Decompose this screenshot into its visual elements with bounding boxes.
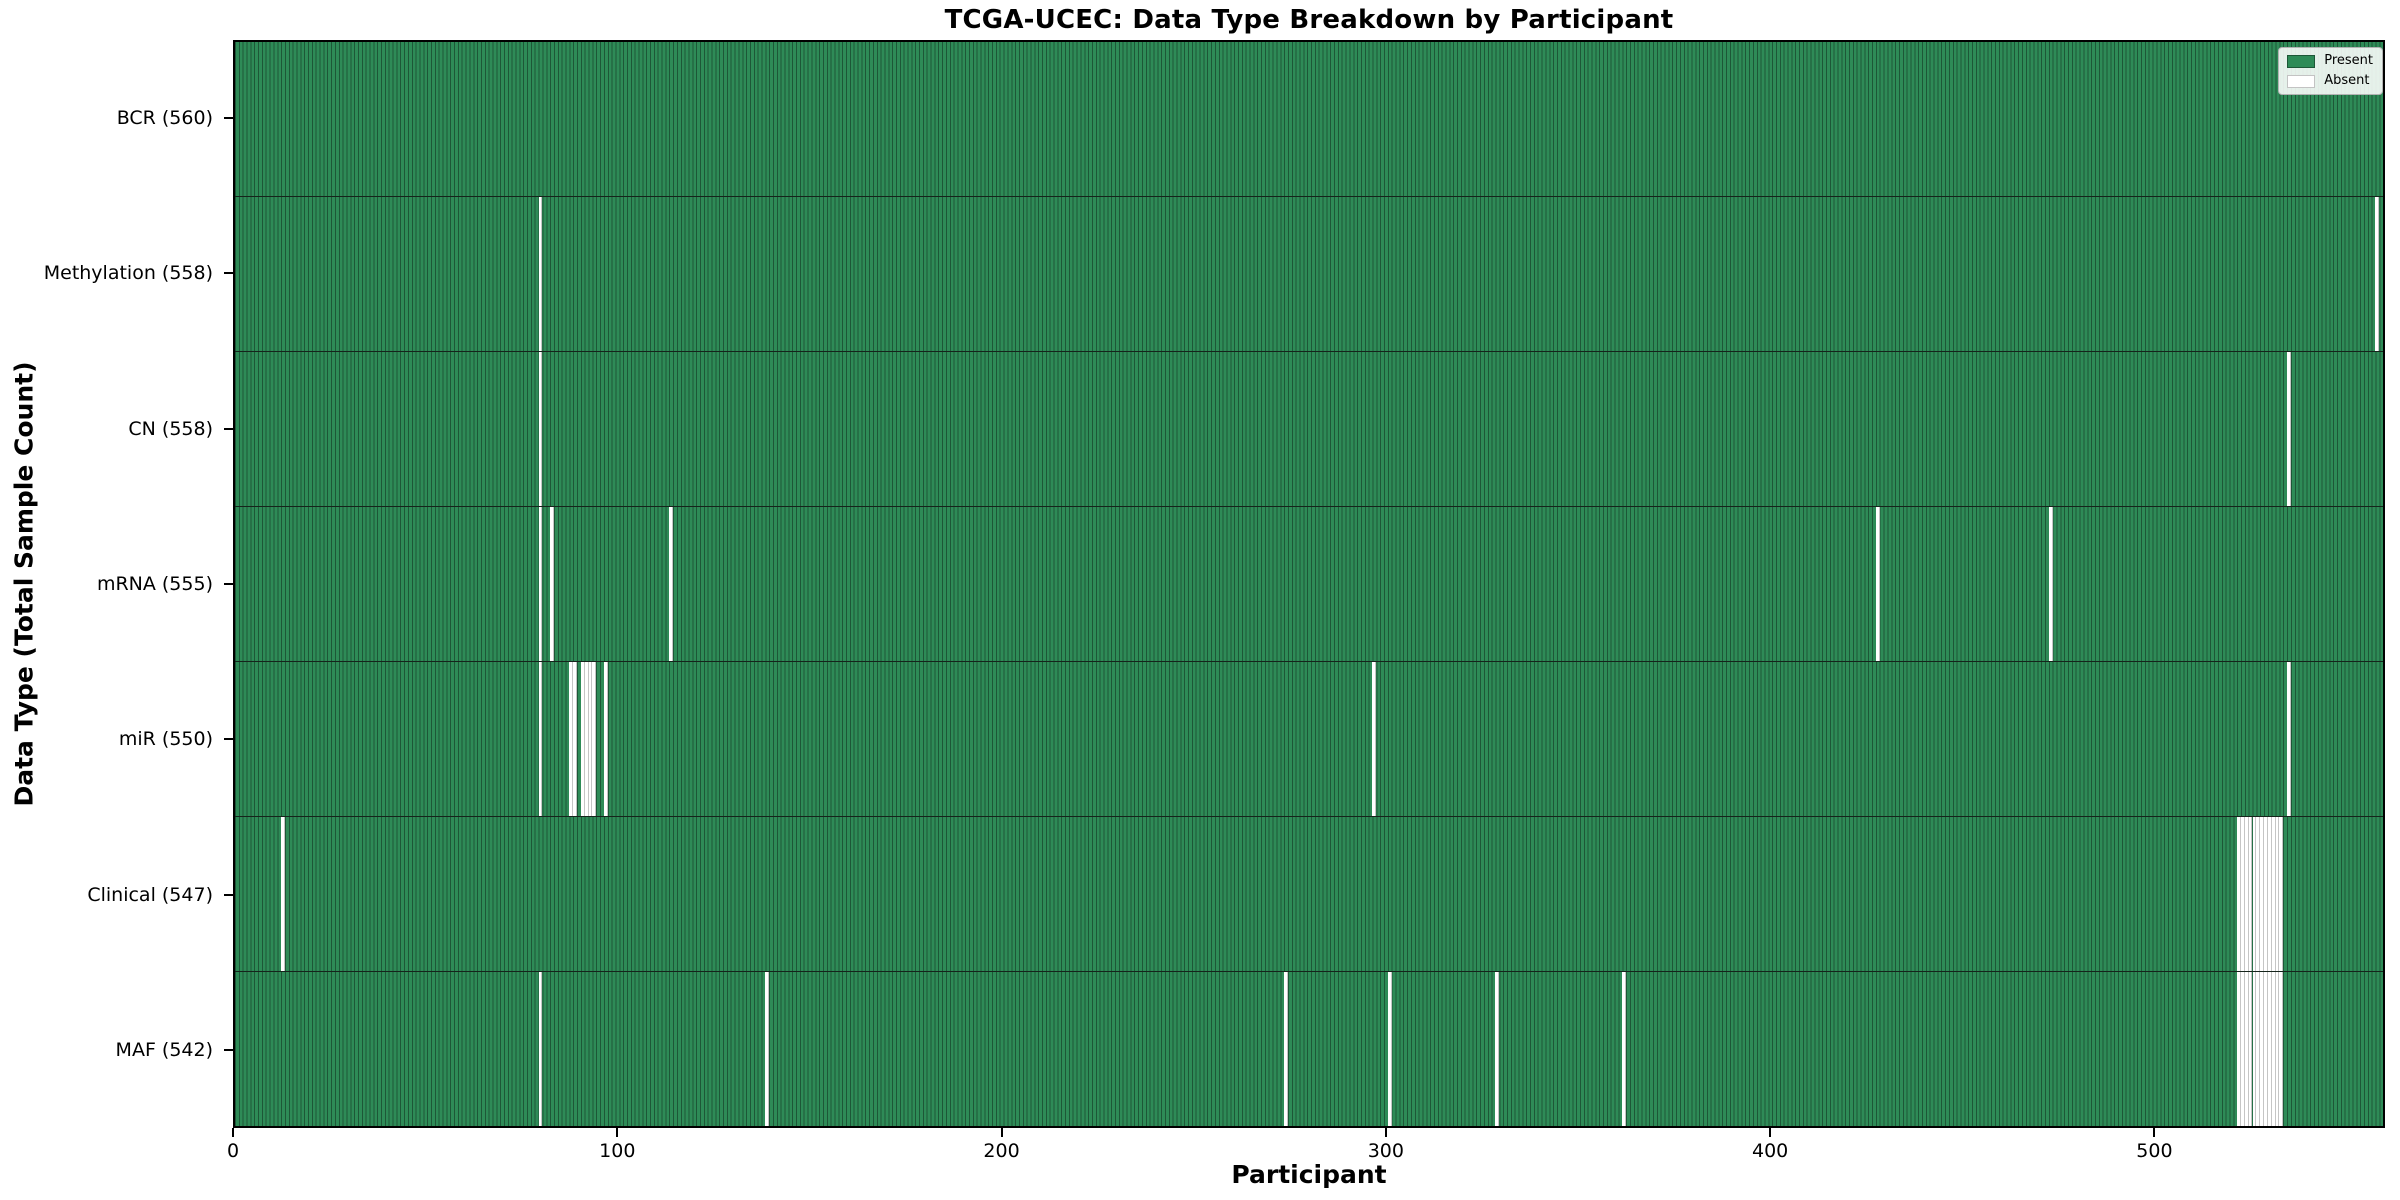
x-tick-mark — [1769, 1128, 1772, 1137]
absent-gap — [2237, 972, 2241, 1126]
datatype-row-mrna — [235, 506, 2383, 661]
legend-item-absent: Absent — [2287, 73, 2373, 89]
y-tick-label: miR (550) — [118, 728, 213, 751]
x-tick-mark — [616, 1128, 619, 1137]
datatype-row-maf — [235, 971, 2383, 1126]
x-axis-label: Participant — [1231, 1160, 1387, 1189]
legend: Present Absent — [2278, 47, 2383, 95]
absent-gap — [281, 817, 285, 971]
y-tick-mark — [224, 738, 233, 741]
x-tick-label: 500 — [2136, 1140, 2173, 1162]
datatype-row-mir — [235, 661, 2383, 816]
absent-gap — [2244, 817, 2249, 971]
absent-gap — [2264, 972, 2268, 1126]
absent-gap — [2244, 972, 2249, 1126]
legend-absent-label: Absent — [2324, 73, 2370, 88]
absent-gap — [550, 507, 554, 661]
absent-gap — [1875, 507, 1880, 661]
absent-gap — [765, 972, 770, 1126]
absent-gap — [573, 662, 577, 816]
x-tick-mark — [1000, 1128, 1003, 1137]
plot-area — [233, 40, 2385, 1128]
y-tick-mark — [224, 427, 233, 430]
absent-gap — [2237, 817, 2241, 971]
absent-gap — [2271, 817, 2276, 971]
legend-present-label: Present — [2324, 53, 2373, 68]
chart-title: TCGA-UCEC: Data Type Breakdown by Partic… — [944, 5, 1674, 35]
absent-gap — [538, 197, 543, 351]
absent-gap — [538, 972, 543, 1126]
absent-gap — [2267, 972, 2272, 1126]
absent-gap — [1284, 972, 1288, 1126]
absent-gap — [2271, 972, 2276, 1126]
x-tick-label: 400 — [1752, 1140, 1789, 1162]
x-tick-label: 0 — [226, 1140, 240, 1162]
absent-gap — [2256, 817, 2261, 971]
datatype-row-clinical — [235, 816, 2383, 971]
absent-gap — [588, 662, 593, 816]
absent-gap — [2267, 817, 2272, 971]
legend-present-swatch — [2287, 54, 2316, 68]
absent-gap — [2248, 817, 2253, 971]
x-tick-label: 200 — [983, 1140, 1020, 1162]
y-tick-mark — [224, 116, 233, 119]
absent-gap — [2275, 972, 2280, 1126]
y-tick-label: MAF (542) — [115, 1039, 213, 1062]
absent-gap — [1387, 972, 1392, 1126]
absent-gap — [2279, 972, 2284, 1126]
y-tick-mark — [224, 583, 233, 585]
absent-gap — [1372, 662, 1377, 816]
x-tick-label: 300 — [1367, 1140, 1404, 1162]
absent-gap — [569, 662, 574, 816]
y-tick-label: Methylation (558) — [43, 262, 213, 285]
x-tick-mark — [1384, 1128, 1387, 1137]
y-tick-mark — [224, 272, 233, 275]
absent-gap — [2279, 817, 2284, 971]
x-tick-label: 100 — [599, 1140, 636, 1162]
y-tick-label: Clinical (547) — [87, 883, 213, 906]
absent-gap — [538, 507, 543, 661]
absent-gap — [2287, 352, 2291, 506]
y-tick-label: mRNA (555) — [96, 573, 213, 595]
absent-gap — [538, 352, 543, 506]
absent-gap — [2240, 972, 2245, 1126]
datatype-row-methylation — [235, 196, 2383, 351]
y-tick-label: CN (558) — [128, 417, 213, 440]
y-tick-mark — [224, 1049, 233, 1052]
absent-gap — [2375, 197, 2380, 351]
legend-item-present: Present — [2287, 53, 2373, 69]
y-tick-label: BCR (560) — [116, 106, 213, 129]
absent-gap — [2260, 817, 2264, 971]
legend-absent-swatch — [2287, 74, 2316, 88]
datatype-row-bcr — [235, 42, 2383, 196]
x-tick-mark — [2153, 1128, 2156, 1137]
absent-gap — [2048, 507, 2053, 661]
absent-gap — [1622, 972, 1627, 1126]
absent-gap — [592, 662, 597, 816]
absent-gap — [2260, 972, 2264, 1126]
absent-gap — [2287, 662, 2291, 816]
absent-gap — [2252, 817, 2257, 971]
absent-gap — [580, 662, 585, 816]
absent-gap — [2256, 972, 2261, 1126]
absent-gap — [2248, 972, 2253, 1126]
absent-gap — [2252, 972, 2257, 1126]
absent-gap — [1495, 972, 1500, 1126]
absent-gap — [603, 662, 608, 816]
absent-gap — [2275, 817, 2280, 971]
absent-gap — [2264, 817, 2268, 971]
datatype-row-cn — [235, 351, 2383, 506]
absent-gap — [2240, 817, 2245, 971]
absent-gap — [538, 662, 543, 816]
y-tick-mark — [224, 893, 233, 896]
x-tick-mark — [232, 1128, 234, 1137]
absent-gap — [669, 507, 674, 661]
absent-gap — [584, 662, 589, 816]
